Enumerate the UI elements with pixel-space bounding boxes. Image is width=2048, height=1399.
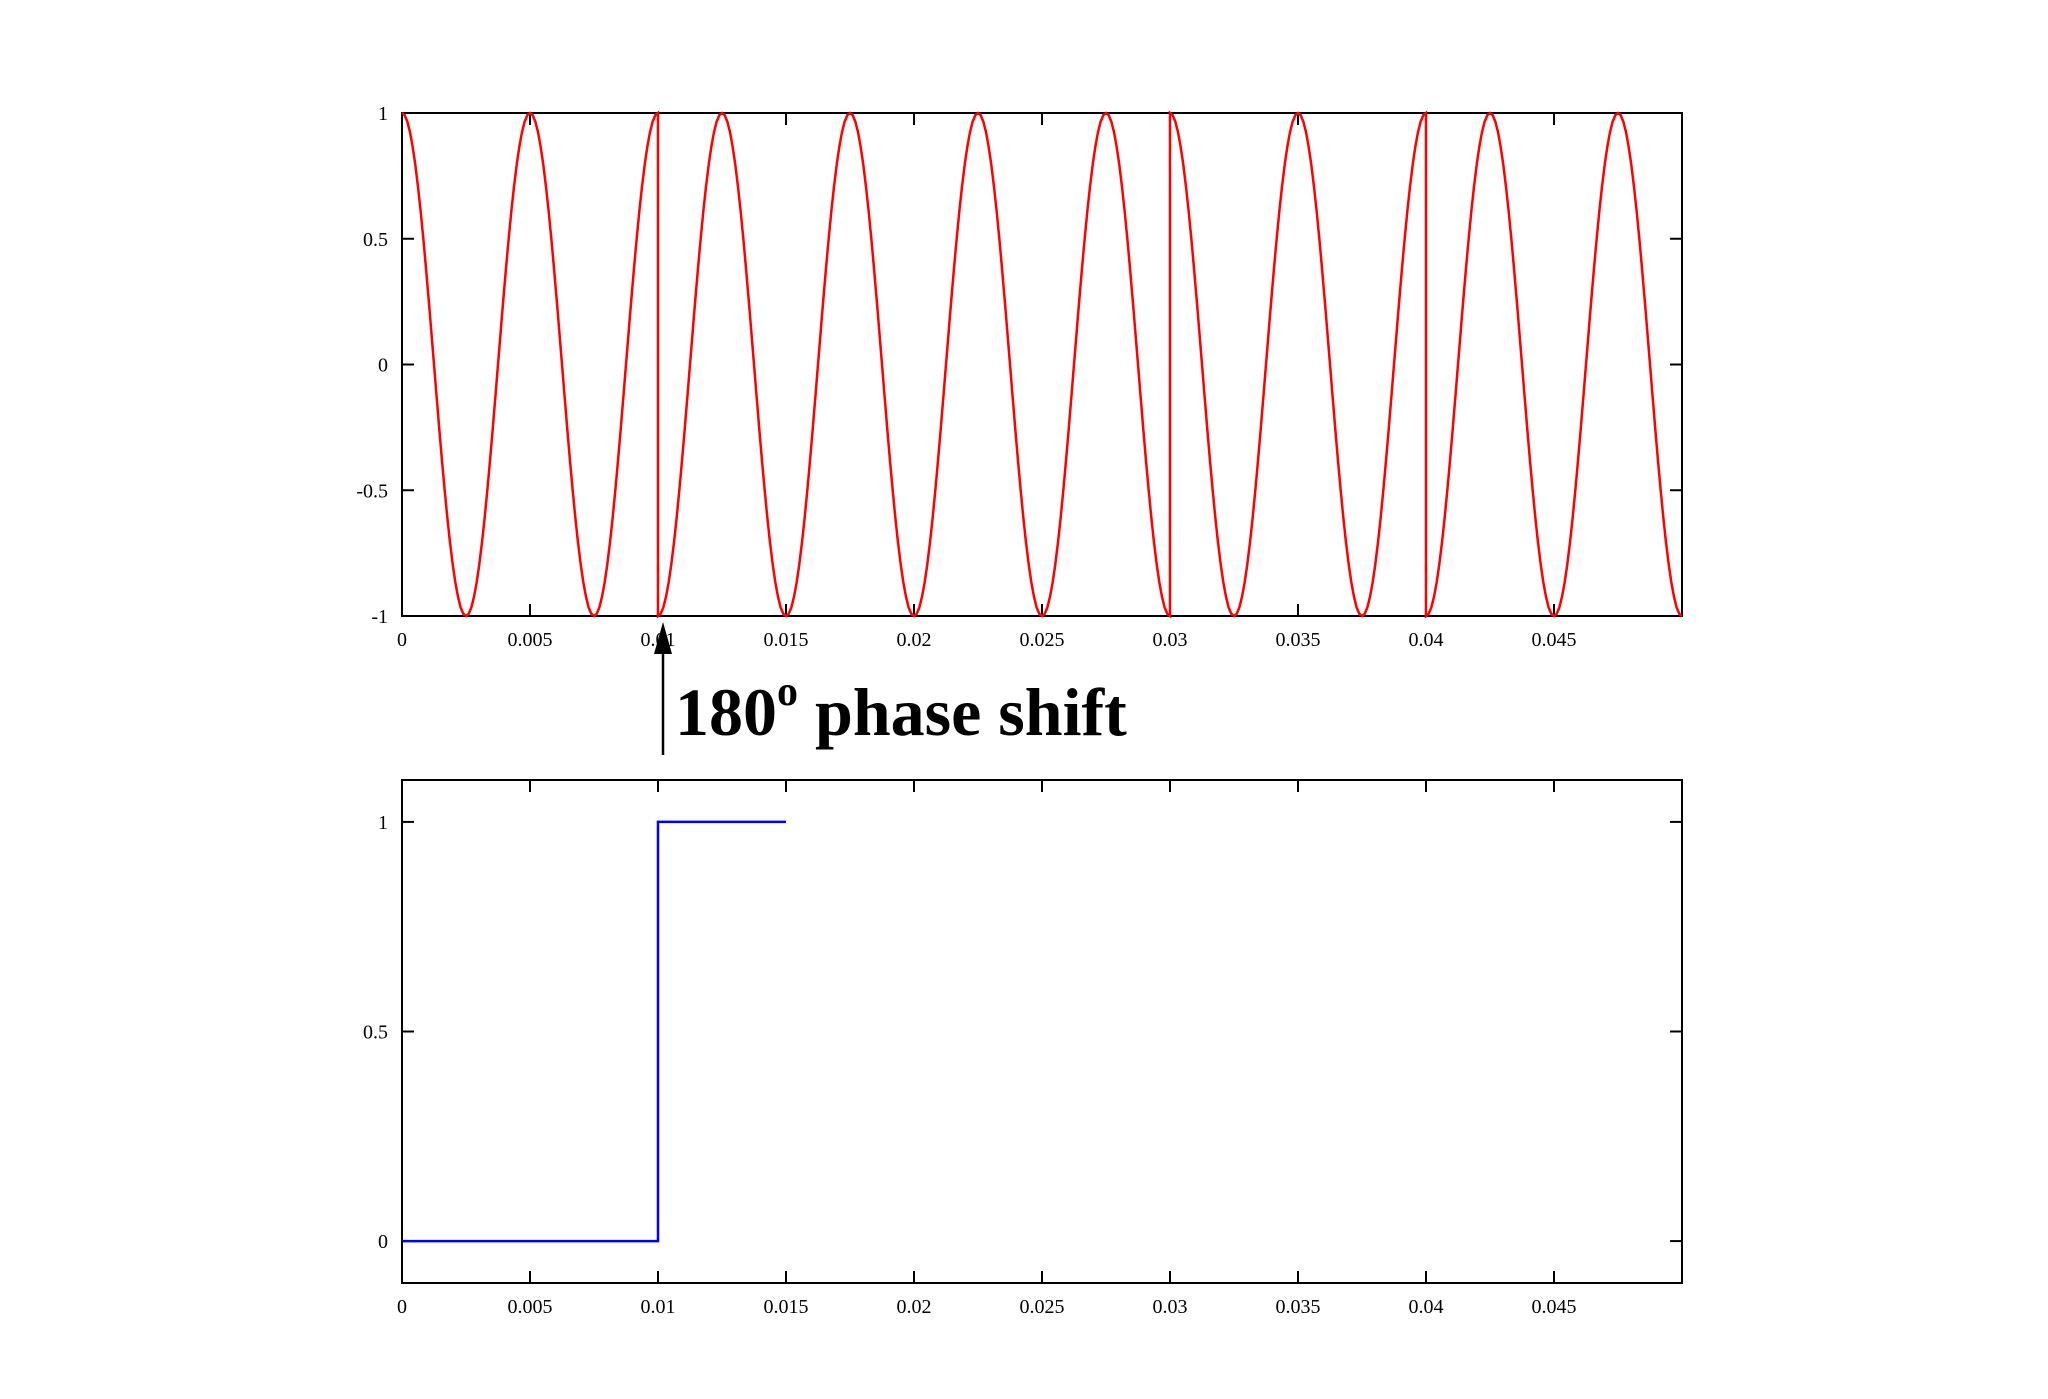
phase-shift-annotation: 180o phase shift bbox=[654, 622, 1127, 755]
x-tick-label: 0.04 bbox=[1409, 1296, 1444, 1318]
y-tick-label: 0.5 bbox=[363, 1022, 388, 1044]
x-tick-label: 0 bbox=[397, 629, 407, 651]
y-tick-label: 0 bbox=[378, 355, 388, 377]
series-line-0 bbox=[401, 110, 1683, 619]
plot-frame bbox=[401, 779, 1683, 1284]
x-tick-label: 0 bbox=[397, 1296, 407, 1318]
annotation-arrow-head bbox=[654, 622, 672, 654]
x-tick-label: 0.045 bbox=[1532, 1296, 1577, 1318]
x-tick-label: 0.01 bbox=[641, 1296, 676, 1318]
y-tick-label: -1 bbox=[371, 606, 388, 628]
annotation-label: phase shift bbox=[798, 674, 1127, 750]
plot-frame bbox=[401, 112, 1683, 617]
x-tick-label: 0.005 bbox=[508, 1296, 553, 1318]
x-tick-label: 0.02 bbox=[897, 629, 932, 651]
x-tick-label: 0.035 bbox=[1276, 1296, 1321, 1318]
y-tick-label: 1 bbox=[378, 103, 388, 125]
bottom-chart-data-bits: 0 0.005 0.01 0.015 0.02 0.025 0.03 0.035 0.04 0.0… bbox=[363, 779, 1683, 1318]
x-tick-label: 0.04 bbox=[1409, 629, 1444, 651]
x-tick-label: 0.03 bbox=[1153, 629, 1188, 651]
x-tick-label: 0.025 bbox=[1020, 1296, 1065, 1318]
series-line-0 bbox=[402, 820, 786, 1243]
x-tick-label: 0.015 bbox=[764, 1296, 809, 1318]
y-tick-label: -0.5 bbox=[356, 480, 388, 502]
y-tick-label: 1 bbox=[378, 812, 388, 834]
y-tick-label: 0 bbox=[378, 1231, 388, 1253]
y-tick-label: 0.5 bbox=[363, 229, 388, 251]
x-tick-label: 0.035 bbox=[1276, 629, 1321, 651]
x-tick-label: 0.025 bbox=[1020, 629, 1065, 651]
x-tick-label: 0.03 bbox=[1153, 1296, 1188, 1318]
x-tick-label: 0.045 bbox=[1532, 629, 1577, 651]
annotation-degree-symbol: o bbox=[777, 669, 798, 715]
annotation-text: 180o phase shift bbox=[675, 669, 1127, 750]
x-tick-label: 0.005 bbox=[508, 629, 553, 651]
top-chart-phase-modulated-signal: 00.0050.010.0150.020.0250.030.0350.040.0… bbox=[356, 103, 1683, 651]
annotation-number: 180 bbox=[675, 674, 777, 750]
x-tick-label: 0.02 bbox=[897, 1296, 932, 1318]
x-tick-label: 0.015 bbox=[764, 629, 809, 651]
